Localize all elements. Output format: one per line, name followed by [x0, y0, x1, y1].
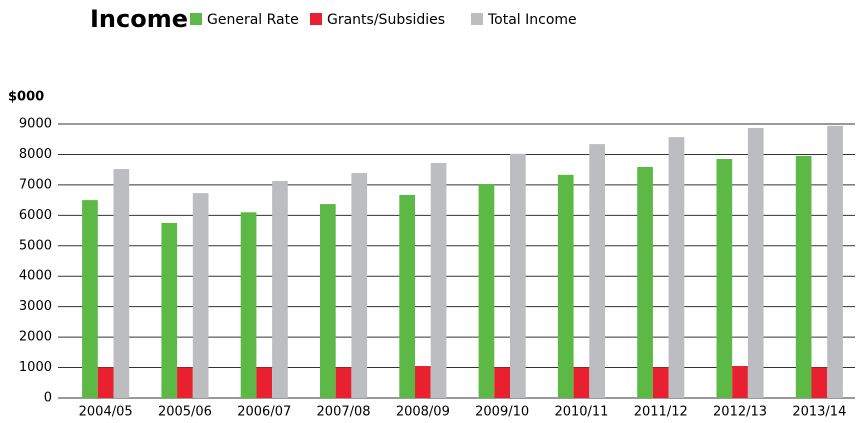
- chart-title: Income: [90, 5, 188, 33]
- legend-label: Total Income: [487, 12, 577, 28]
- legend-label: Grants/Subsidies: [327, 12, 445, 28]
- bar: [240, 212, 257, 398]
- bar: [113, 169, 130, 398]
- y-tick-label: 1000: [19, 360, 52, 375]
- y-tick-label: 6000: [19, 208, 52, 223]
- bar: [351, 173, 368, 398]
- y-tick-label: 8000: [19, 147, 52, 162]
- legend-swatch: [310, 13, 322, 25]
- y-tick-label: 4000: [19, 269, 52, 284]
- bar: [430, 162, 447, 398]
- legend-swatch: [471, 13, 483, 25]
- bar: [652, 367, 669, 398]
- x-tick-label: 2008/09: [396, 405, 450, 420]
- bar: [415, 366, 431, 398]
- bar: [494, 367, 510, 398]
- x-tick-label: 2013/14: [792, 405, 846, 420]
- bar: [827, 125, 843, 399]
- y-tick-label: 3000: [19, 299, 52, 314]
- bar: [177, 367, 193, 398]
- bar: [557, 174, 574, 398]
- legend-swatch: [190, 13, 202, 25]
- x-tick-label: 2007/08: [317, 405, 371, 420]
- x-tick-label: 2004/05: [79, 405, 133, 420]
- bar: [478, 183, 495, 398]
- bar: [510, 153, 526, 398]
- bar: [811, 367, 828, 398]
- y-tick-label: 5000: [19, 238, 52, 253]
- bar: [732, 366, 748, 398]
- y-tick-label: 0: [44, 391, 52, 406]
- bar: [256, 367, 273, 398]
- bar: [573, 367, 590, 398]
- bar: [637, 166, 653, 398]
- bar: [320, 204, 336, 398]
- x-tick-label: 2009/10: [475, 405, 529, 420]
- bar: [272, 180, 288, 398]
- x-tick-label: 2012/13: [713, 405, 767, 420]
- y-axis-label: $000: [8, 90, 44, 105]
- bar: [335, 367, 352, 398]
- legend-label: General Rate: [207, 12, 299, 28]
- y-tick-label: 2000: [19, 330, 52, 345]
- bar: [589, 144, 605, 398]
- bar: [82, 200, 98, 398]
- x-tick-label: 2011/12: [634, 405, 688, 420]
- y-tick-label: 9000: [19, 117, 52, 132]
- bar: [747, 127, 764, 399]
- bar: [399, 194, 415, 398]
- bar: [192, 193, 209, 398]
- bar: [716, 159, 733, 398]
- x-tick-label: 2005/06: [158, 405, 212, 420]
- bar: [668, 137, 685, 398]
- bar: [97, 367, 114, 398]
- bar: [161, 222, 178, 398]
- bar: [795, 155, 812, 398]
- x-tick-label: 2010/11: [554, 405, 608, 420]
- y-tick-label: 7000: [19, 177, 52, 192]
- x-tick-label: 2006/07: [237, 405, 291, 420]
